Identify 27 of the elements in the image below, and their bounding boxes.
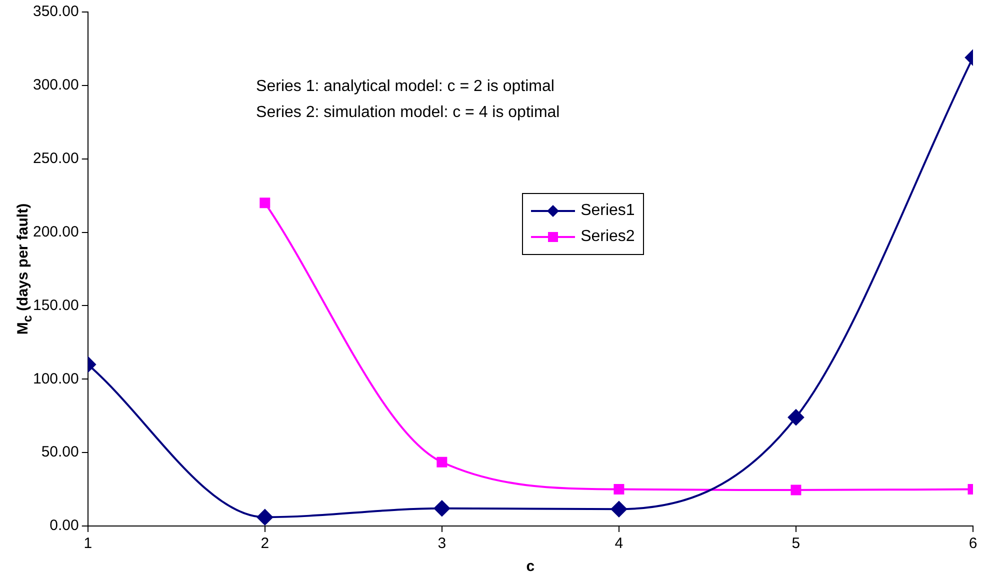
x-axis-title: c bbox=[526, 558, 535, 576]
legend-label: Series1 bbox=[580, 202, 635, 220]
point bbox=[610, 501, 627, 518]
y-tick-label: 100.00 bbox=[32, 370, 79, 388]
point bbox=[260, 198, 270, 208]
y-tick-label: 300.00 bbox=[32, 76, 79, 94]
x-tick-label: 2 bbox=[260, 535, 270, 552]
x-tick-label: 4 bbox=[614, 535, 624, 552]
y-tick-label: 250.00 bbox=[32, 150, 79, 167]
point bbox=[790, 484, 802, 496]
point bbox=[614, 484, 624, 495]
annotation: Series 2: simulation model: c = 4 is optimal bbox=[256, 103, 560, 123]
y-tick-label: 50.00 bbox=[41, 444, 79, 461]
y-tick-label: 0.00 bbox=[50, 517, 79, 534]
point bbox=[436, 456, 448, 468]
x-tick-label: 1 bbox=[84, 535, 92, 552]
x-tick-label: 3 bbox=[438, 535, 446, 552]
point bbox=[256, 509, 273, 526]
y-tick-label: 350.00 bbox=[32, 3, 79, 20]
annotation: Series 1: analytical model: c = 2 is optimal bbox=[256, 77, 556, 97]
y-tick-label: 200.00 bbox=[32, 223, 79, 240]
legend-label: Series2 bbox=[580, 228, 635, 246]
x-tick-label: 5 bbox=[792, 535, 800, 552]
point bbox=[788, 409, 804, 426]
point bbox=[434, 500, 450, 516]
x-tick-label: 6 bbox=[968, 535, 978, 552]
y-tick-label: 150.00 bbox=[32, 296, 79, 314]
